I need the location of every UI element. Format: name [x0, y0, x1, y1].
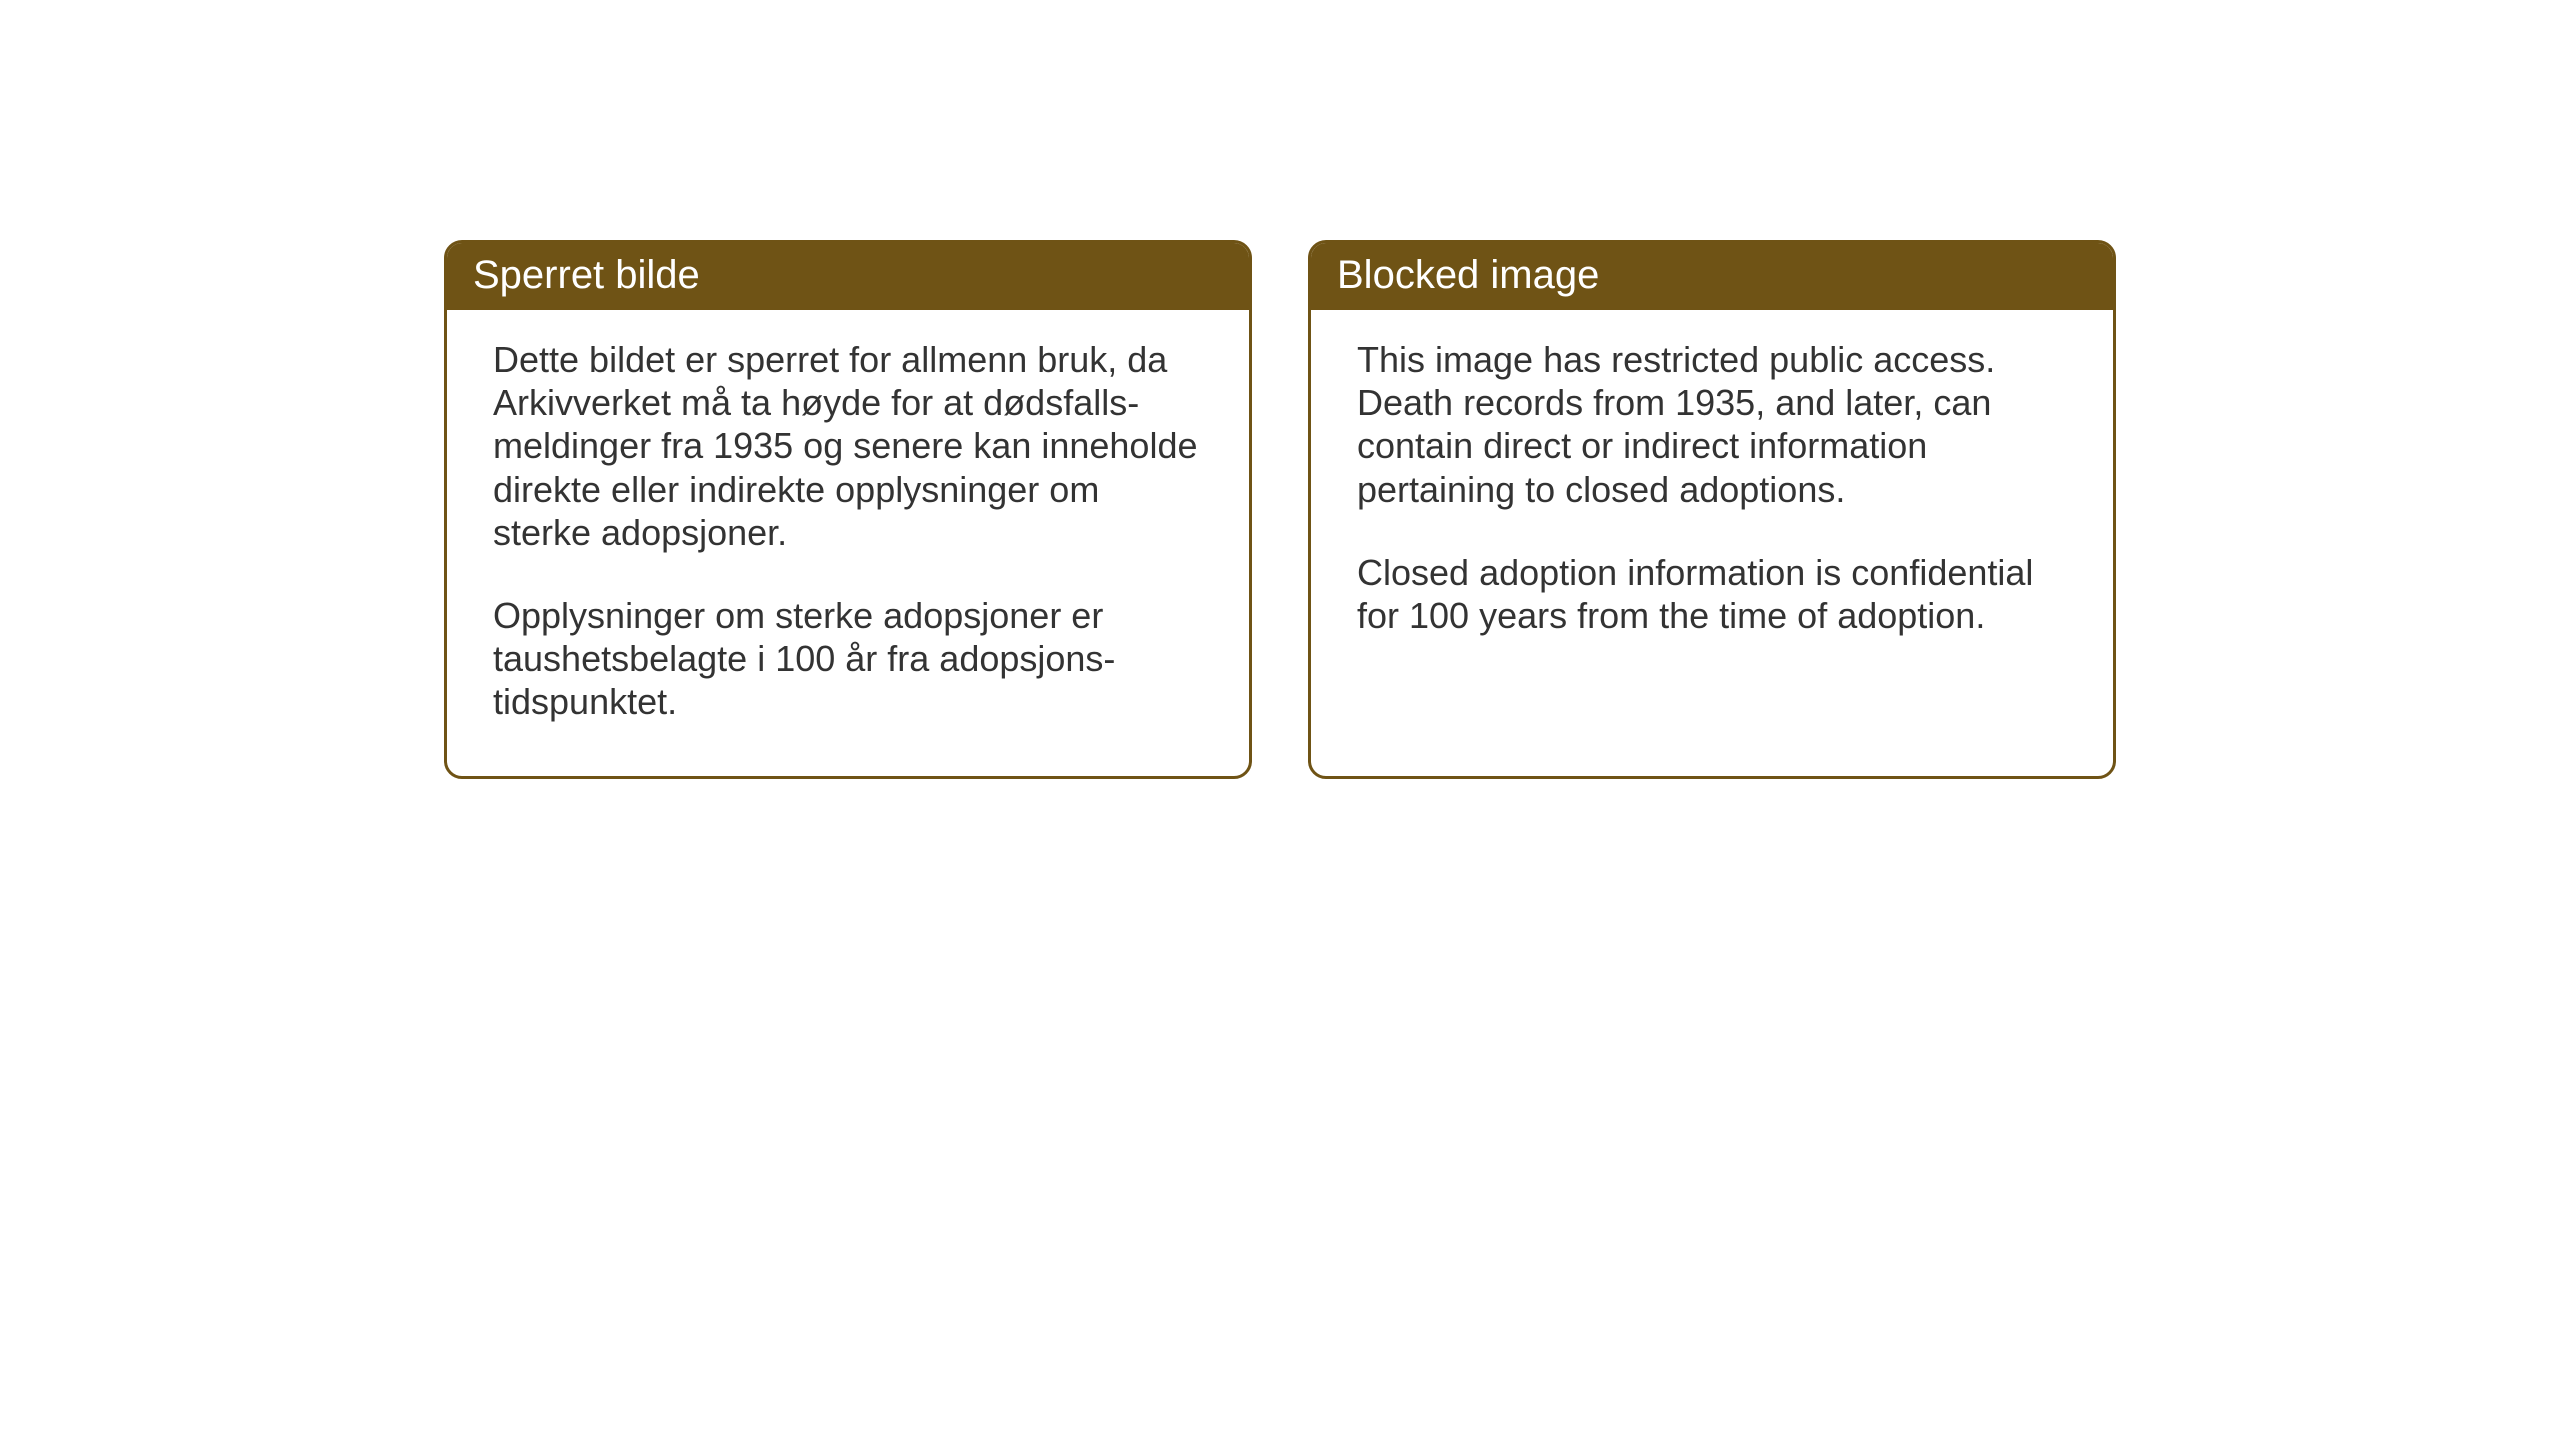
notice-paragraph: Dette bildet er sperret for allmenn bruk… — [493, 338, 1203, 554]
notice-card-body: Dette bildet er sperret for allmenn bruk… — [447, 310, 1249, 776]
notice-paragraph: Closed adoption information is confident… — [1357, 551, 2067, 637]
notice-title-norwegian: Sperret bilde — [473, 253, 700, 297]
notice-card-english: Blocked image This image has restricted … — [1308, 240, 2116, 779]
notice-card-header: Blocked image — [1311, 243, 2113, 310]
notice-container: Sperret bilde Dette bildet er sperret fo… — [444, 240, 2116, 779]
notice-card-header: Sperret bilde — [447, 243, 1249, 310]
notice-card-norwegian: Sperret bilde Dette bildet er sperret fo… — [444, 240, 1252, 779]
notice-card-body: This image has restricted public access.… — [1311, 310, 2113, 689]
notice-title-english: Blocked image — [1337, 253, 1599, 297]
notice-paragraph: This image has restricted public access.… — [1357, 338, 2067, 511]
notice-paragraph: Opplysninger om sterke adopsjoner er tau… — [493, 594, 1203, 724]
